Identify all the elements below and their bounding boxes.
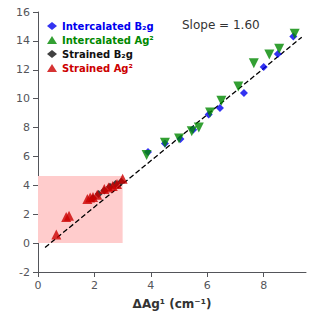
svg-text:-2: -2 [19,266,30,279]
svg-text:Strained B₂g: Strained B₂g [62,49,133,60]
svg-text:0: 0 [23,237,30,250]
svg-text:6: 6 [204,279,211,292]
svg-text:0: 0 [35,279,42,292]
svg-text:Intercalated Ag²: Intercalated Ag² [62,35,154,46]
svg-text:ΔAg¹ (cm⁻¹): ΔAg¹ (cm⁻¹) [133,297,212,311]
svg-text:12: 12 [16,63,30,76]
svg-text:8: 8 [23,121,30,134]
svg-text:10: 10 [16,92,30,105]
svg-text:Intercalated B₂g: Intercalated B₂g [62,21,154,32]
svg-text:Strained Ag²: Strained Ag² [62,63,133,74]
svg-text:2: 2 [91,279,98,292]
svg-text:6: 6 [23,150,30,163]
svg-text:16: 16 [16,6,30,19]
svg-text:4: 4 [23,179,30,192]
svg-text:14: 14 [16,34,30,47]
svg-text:Slope = 1.60: Slope = 1.60 [182,18,260,32]
svg-text:4: 4 [147,279,154,292]
svg-text:2: 2 [23,208,30,221]
svg-text:8: 8 [260,279,267,292]
